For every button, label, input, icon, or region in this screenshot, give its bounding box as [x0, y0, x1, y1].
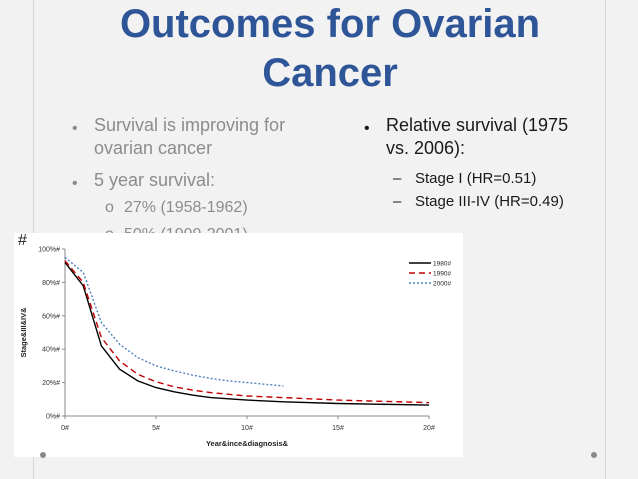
- sub-bullet-1958: 27% (1958-1962): [124, 199, 248, 216]
- slide-corner-dot-left: [40, 452, 46, 458]
- sub-bullet-marker: o: [105, 199, 114, 216]
- bullet-five-year-survival: 5 year survival:: [94, 170, 216, 190]
- slide-right-border: [605, 0, 606, 479]
- legend-label: 1980#: [433, 261, 451, 268]
- x-tick-label: 5#: [152, 425, 160, 432]
- hash-mark: #: [18, 232, 27, 249]
- title-line-2: Cancer: [262, 51, 398, 95]
- y-tick-label: 100%#: [38, 247, 60, 254]
- y-tick-label: 40%#: [42, 347, 60, 354]
- slide-corner-dot-right: [591, 452, 597, 458]
- series-line-1: [64, 260, 430, 404]
- bullet-relative-survival: Relative survival (1975 vs. 2006):: [386, 115, 569, 158]
- y-tick-label: 60%#: [42, 313, 60, 320]
- survival-chart-svg: 0%# 20%# 40%# 60%# 80%# 100%# 0# 5# 10# 15# 20# Yea…: [19, 247, 451, 449]
- title-line-1: Outcomes for Ovarian: [119, 2, 541, 46]
- series-line-0: [64, 261, 430, 406]
- y-axis-label: Stage&III&IV&: [19, 307, 28, 358]
- x-tick-label: 0#: [61, 425, 69, 432]
- x-tick-label: 20#: [423, 425, 435, 432]
- y-tick-label: 80%#: [42, 280, 60, 287]
- legend-label: 2000#: [433, 281, 451, 288]
- sub-bullet-stage-iii-iv: Stage III-IV (HR=0.49): [415, 193, 564, 210]
- bullet-survival-improving: Survival is improving for ovarian cancer: [94, 115, 286, 158]
- x-tick-label: 10#: [241, 425, 253, 432]
- survival-chart: 0%# 20%# 40%# 60%# 80%# 100%# 0# 5# 10# 15# 20# Yea…: [14, 233, 463, 457]
- dash-marker: –: [393, 170, 402, 187]
- dash-marker: –: [393, 193, 402, 210]
- bullet-dot: •: [72, 120, 78, 137]
- bullet-dot: •: [364, 120, 370, 137]
- y-tick-label: 0%#: [46, 414, 60, 421]
- x-axis-label: Year&ince&diagnosis&: [206, 439, 289, 448]
- series-line-2: [64, 256, 284, 387]
- bullet-dot: •: [72, 175, 78, 192]
- y-tick-label: 20%#: [42, 380, 60, 387]
- sub-bullet-stage-i: Stage I (HR=0.51): [415, 170, 537, 187]
- x-tick-label: 15#: [332, 425, 344, 432]
- slide-title: Outcomes for Ovarian Cancer: [60, 0, 600, 98]
- legend-label: 1990#: [433, 271, 451, 278]
